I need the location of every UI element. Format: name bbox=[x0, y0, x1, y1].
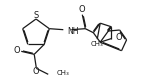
Text: O: O bbox=[115, 33, 122, 42]
Text: O: O bbox=[78, 5, 85, 14]
Text: NH: NH bbox=[67, 27, 79, 36]
Text: O: O bbox=[14, 46, 20, 55]
Text: S: S bbox=[33, 11, 39, 20]
Text: O: O bbox=[33, 67, 40, 76]
Text: CH₃: CH₃ bbox=[56, 70, 69, 76]
Text: CH₃: CH₃ bbox=[91, 41, 104, 47]
